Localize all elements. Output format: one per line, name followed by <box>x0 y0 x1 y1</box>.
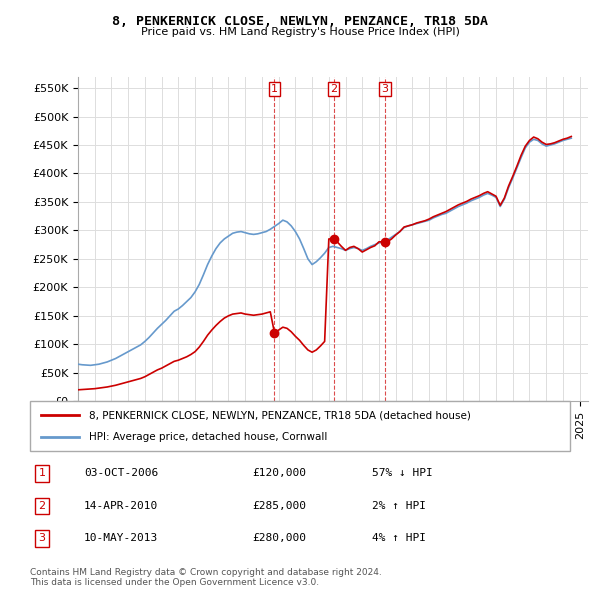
Text: 1: 1 <box>271 84 278 94</box>
Text: 2: 2 <box>330 84 337 94</box>
Text: 2% ↑ HPI: 2% ↑ HPI <box>372 501 426 511</box>
Text: 4% ↑ HPI: 4% ↑ HPI <box>372 533 426 543</box>
Text: 10-MAY-2013: 10-MAY-2013 <box>84 533 158 543</box>
Text: £280,000: £280,000 <box>252 533 306 543</box>
Text: 57% ↓ HPI: 57% ↓ HPI <box>372 468 433 478</box>
Text: HPI: Average price, detached house, Cornwall: HPI: Average price, detached house, Corn… <box>89 432 328 442</box>
Text: 3: 3 <box>38 533 46 543</box>
Text: 8, PENKERNICK CLOSE, NEWLYN, PENZANCE, TR18 5DA: 8, PENKERNICK CLOSE, NEWLYN, PENZANCE, T… <box>112 15 488 28</box>
Text: 2: 2 <box>38 501 46 511</box>
Text: 03-OCT-2006: 03-OCT-2006 <box>84 468 158 478</box>
Text: Price paid vs. HM Land Registry's House Price Index (HPI): Price paid vs. HM Land Registry's House … <box>140 27 460 37</box>
Text: Contains HM Land Registry data © Crown copyright and database right 2024.: Contains HM Land Registry data © Crown c… <box>30 568 382 577</box>
Text: 1: 1 <box>38 468 46 478</box>
FancyBboxPatch shape <box>30 401 570 451</box>
Text: 3: 3 <box>382 84 389 94</box>
Text: £120,000: £120,000 <box>252 468 306 478</box>
Text: 8, PENKERNICK CLOSE, NEWLYN, PENZANCE, TR18 5DA (detached house): 8, PENKERNICK CLOSE, NEWLYN, PENZANCE, T… <box>89 410 471 420</box>
Text: 14-APR-2010: 14-APR-2010 <box>84 501 158 511</box>
Text: This data is licensed under the Open Government Licence v3.0.: This data is licensed under the Open Gov… <box>30 578 319 587</box>
Text: £285,000: £285,000 <box>252 501 306 511</box>
